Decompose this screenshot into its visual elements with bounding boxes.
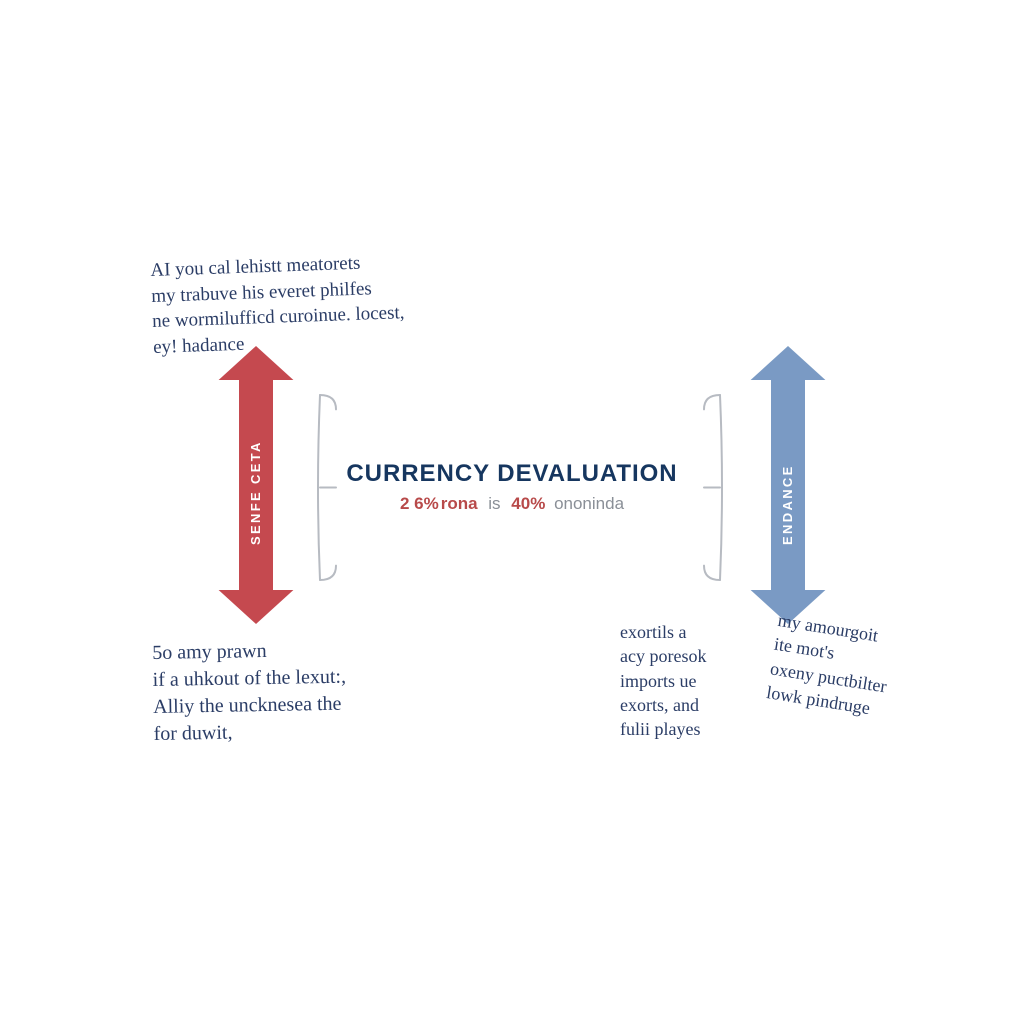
subtitle-prefix: 2 6% bbox=[400, 494, 439, 513]
diagram-canvas: { "canvas": { "width": 1024, "height": 1… bbox=[0, 0, 1024, 1024]
subtitle-tail: ononinda bbox=[554, 494, 624, 513]
note-bottom-right-b: my amourgoit ite mot's oxeny puctbilter … bbox=[765, 608, 896, 722]
note-bottom-left: 5o amy prawn if a uhkout of the lexut:, … bbox=[152, 637, 347, 748]
note-bottom-right-a: exortils a acy poresok imports ue exorts… bbox=[620, 620, 706, 741]
main-title: CURRENCY DEVALUATION bbox=[0, 460, 1024, 488]
subtitle-is: is bbox=[488, 494, 500, 513]
subtitle-pct: 40% bbox=[511, 494, 545, 513]
note-top-left: AI you cal lehistt meatorets my trabuve … bbox=[150, 249, 406, 360]
subtitle: 2 6%rona is 40% ononinda bbox=[0, 494, 1024, 514]
right-arrow-label: ENDANCE bbox=[780, 425, 795, 545]
left-arrow-label: SENFE CETA bbox=[248, 425, 263, 545]
subtitle-mid: rona bbox=[441, 494, 478, 513]
